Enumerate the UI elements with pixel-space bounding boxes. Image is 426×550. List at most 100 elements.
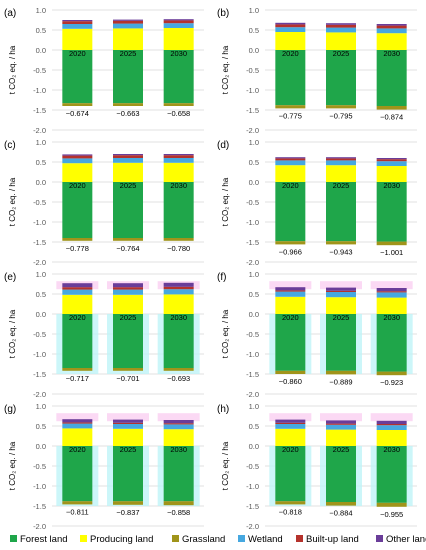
chart-panel-a: (a) t CO₂ eq. / ha 1.0 0.5 0.0 -0.5 -1.0 -1.5 -2… <box>4 6 204 135</box>
bar-year-label: 2025 <box>333 49 350 58</box>
panel-label: (a) <box>4 8 16 19</box>
y-tick-label: 0.5 <box>36 158 46 167</box>
bar-segment-wetland <box>113 158 143 163</box>
chart-panel-h: (h) t CO₂ eq. / ha 1.0 0.5 0.0 -0.5 -1.0 -1.5 -2… <box>217 402 417 531</box>
bar-segment-other-land <box>113 19 143 21</box>
bar-segment-wetland <box>376 292 407 298</box>
panel-label: (g) <box>4 404 16 415</box>
panel-label: (c) <box>4 140 16 151</box>
legend-swatch <box>10 535 17 542</box>
legend-label: Producing land <box>90 534 153 545</box>
bar-segment-grassland <box>326 241 356 245</box>
bar-segment-producing-land <box>113 428 143 446</box>
bar-year-label: 2030 <box>383 181 400 190</box>
bar-segment-producing-land <box>113 162 143 182</box>
bar-segment-grassland <box>275 501 306 505</box>
bar-segment-producing-land <box>163 162 194 182</box>
bar-segment-built-up-land <box>163 155 194 158</box>
bar-segment-producing-land <box>62 428 93 446</box>
legend-swatch <box>172 535 179 542</box>
net-value-label: −0.778 <box>66 244 89 253</box>
bar-segment-producing-land <box>376 166 407 182</box>
panel-label: (e) <box>4 272 16 283</box>
y-tick-label: 0.5 <box>249 422 259 431</box>
bar-year-label: 2020 <box>282 49 299 58</box>
bar-segment-producing-land <box>376 297 407 314</box>
y-tick-label: -2.0 <box>33 390 46 399</box>
bar-segment-grassland <box>113 368 143 371</box>
bar-year-label: 2020 <box>282 445 299 454</box>
bar-segment-wetland <box>113 23 143 29</box>
net-value-label: −0.780 <box>167 244 190 253</box>
chart-panel-d: (d) t CO₂ eq. / ha 1.0 0.5 0.0 -0.5 -1.0 -1.5 -2… <box>217 138 417 267</box>
bar-segment-built-up-land <box>376 25 407 29</box>
bar-year-label: 2025 <box>333 445 350 454</box>
y-tick-label: 0.5 <box>36 422 46 431</box>
bar-year-label: 2030 <box>383 313 400 322</box>
bar-segment-producing-land <box>326 165 356 182</box>
legend-swatch <box>376 535 383 542</box>
bar-segment-forest-land <box>326 446 356 502</box>
bar-segment-built-up-land <box>376 159 407 162</box>
y-tick-label: -0.5 <box>246 198 259 207</box>
bar-segment-other-land <box>163 420 194 424</box>
net-value-label: −0.795 <box>329 111 352 120</box>
bar-segment-other-land <box>113 419 143 423</box>
bar-segment-built-up-land <box>62 21 93 24</box>
y-axis-label: t CO₂ eq. / ha <box>8 309 17 358</box>
bar-segment-other-land <box>275 419 306 423</box>
panel-label: (b) <box>217 8 229 19</box>
bar-segment-wetland <box>163 424 194 430</box>
bar-year-label: 2025 <box>120 49 137 58</box>
highlight-shade <box>269 413 312 422</box>
y-tick-label: 1.0 <box>249 402 259 411</box>
y-tick-label: -2.0 <box>246 522 259 531</box>
bar-segment-forest-land <box>326 182 356 242</box>
bar-segment-wetland <box>62 423 93 429</box>
bar-segment-forest-land <box>62 182 93 238</box>
net-value-label: −0.674 <box>66 109 89 118</box>
net-value-label: −0.701 <box>116 374 139 383</box>
bar-segment-grassland <box>326 370 356 375</box>
bar-segment-built-up-land <box>275 290 306 292</box>
bar-segment-producing-land <box>113 294 143 314</box>
bar-segment-grassland <box>376 502 407 507</box>
bar-segment-wetland <box>62 24 93 29</box>
bar-segment-built-up-land <box>376 291 407 293</box>
y-tick-label: -1.0 <box>246 350 259 359</box>
y-tick-label: -1.5 <box>246 238 259 247</box>
y-tick-label: -1.5 <box>33 370 46 379</box>
bar-segment-built-up-land <box>275 158 306 161</box>
bar-segment-wetland <box>376 28 407 34</box>
bar-segment-forest-land <box>326 50 356 106</box>
y-tick-label: -1.5 <box>246 502 259 511</box>
net-value-label: −0.966 <box>279 247 302 256</box>
bar-segment-grassland <box>62 238 93 241</box>
bar-segment-wetland <box>326 424 356 430</box>
y-tick-label: -1.0 <box>246 482 259 491</box>
bar-segment-built-up-land <box>326 24 356 28</box>
bar-year-label: 2030 <box>170 49 187 58</box>
y-tick-label: -2.0 <box>33 258 46 267</box>
y-tick-label: 0.0 <box>249 178 259 187</box>
y-tick-label: 1.0 <box>249 138 259 147</box>
bar-segment-grassland <box>275 241 306 245</box>
bar-segment-other-land <box>113 283 143 288</box>
bar-segment-forest-land <box>62 50 93 104</box>
bar-year-label: 2025 <box>333 313 350 322</box>
net-value-label: −0.923 <box>380 378 403 387</box>
bar-segment-forest-land <box>62 314 93 368</box>
bar-segment-other-land <box>376 158 407 160</box>
bar-segment-forest-land <box>275 314 306 371</box>
net-value-label: −0.658 <box>167 109 190 118</box>
y-tick-label: 0.5 <box>36 290 46 299</box>
bar-segment-built-up-land <box>163 20 194 24</box>
bar-segment-grassland <box>376 371 407 376</box>
net-value-label: −0.811 <box>66 507 89 516</box>
bar-segment-producing-land <box>62 28 93 50</box>
bar-segment-forest-land <box>163 314 194 368</box>
legend-swatch <box>238 535 245 542</box>
net-value-label: −0.693 <box>167 374 190 383</box>
net-value-label: −0.764 <box>116 244 139 253</box>
y-tick-label: -1.5 <box>246 106 259 115</box>
